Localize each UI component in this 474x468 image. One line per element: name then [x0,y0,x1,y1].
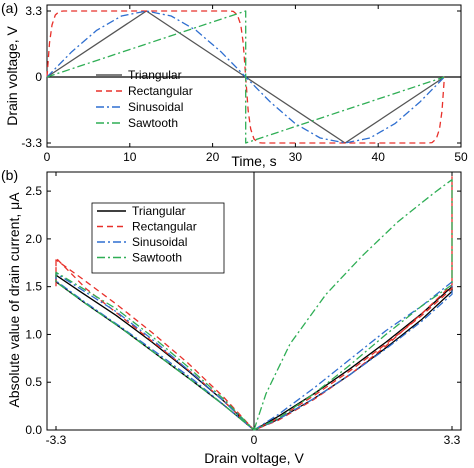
legend-label-rectangular: Rectangular [128,84,193,98]
legend-label-sawtooth: Sawtooth [132,251,182,265]
panel-a: (a) 0 10 20 30 40 503.30-3.3 TriangularRectan… [1,0,468,169]
legend-label-triangular: Triangular [132,204,186,218]
x-tick-label: 30 [289,150,303,164]
panel-b-label: (b) [1,167,18,183]
panel-a-xlabel: Time, s [231,153,276,169]
x-tick-label: 0 [251,433,258,447]
x-tick-label: 3.3 [444,433,461,447]
legend-label-sinusoidal: Sinusoidal [128,100,183,114]
y-tick-label: 3.3 [25,4,42,18]
x-tick-label: -3.3 [46,433,67,447]
x-tick-label: 0 [44,150,51,164]
panel-b: (b) -3.3 0 3.3 0.0 0.5 1.0 1.5 2.0 2.5 Triangula… [1,167,462,466]
y-tick-label: -3.3 [21,136,42,150]
panel-b-ylabel: Absolute value of drain current, μA [6,192,22,408]
legend-label-triangular: Triangular [128,68,182,82]
y-tick-label: 0.5 [25,375,42,389]
legend-label-sawtooth: Sawtooth [128,116,178,130]
x-tick-label: 50 [454,150,468,164]
x-tick-label: 40 [372,150,386,164]
panel-a-legend: Triangular Rectangular Sinusoidal Sawtooth [96,68,193,130]
y-tick-label: 1.0 [25,327,42,341]
x-tick-label: 20 [206,150,220,164]
panel-b-xlabel: Drain voltage, V [204,450,304,466]
y-tick-label: 2.5 [25,184,42,198]
legend-label-sinusoidal: Sinusoidal [132,235,187,249]
legend-label-rectangular: Rectangular [132,220,197,234]
panel-a-frame [46,4,462,148]
series-sawtooth-line [55,178,453,431]
series-sawtooth-line [46,10,445,144]
panel-a-label: (a) [1,0,18,16]
y-tick-label: 2.0 [25,232,42,246]
legend-frame [91,202,225,274]
y-tick-label: 0 [35,70,42,84]
y-tick-label: 0.0 [25,423,42,437]
y-tick-label: 1.5 [25,280,42,294]
x-tick-label: 10 [123,150,137,164]
panel-a-ylabel: Drain voltage, V [4,26,20,126]
